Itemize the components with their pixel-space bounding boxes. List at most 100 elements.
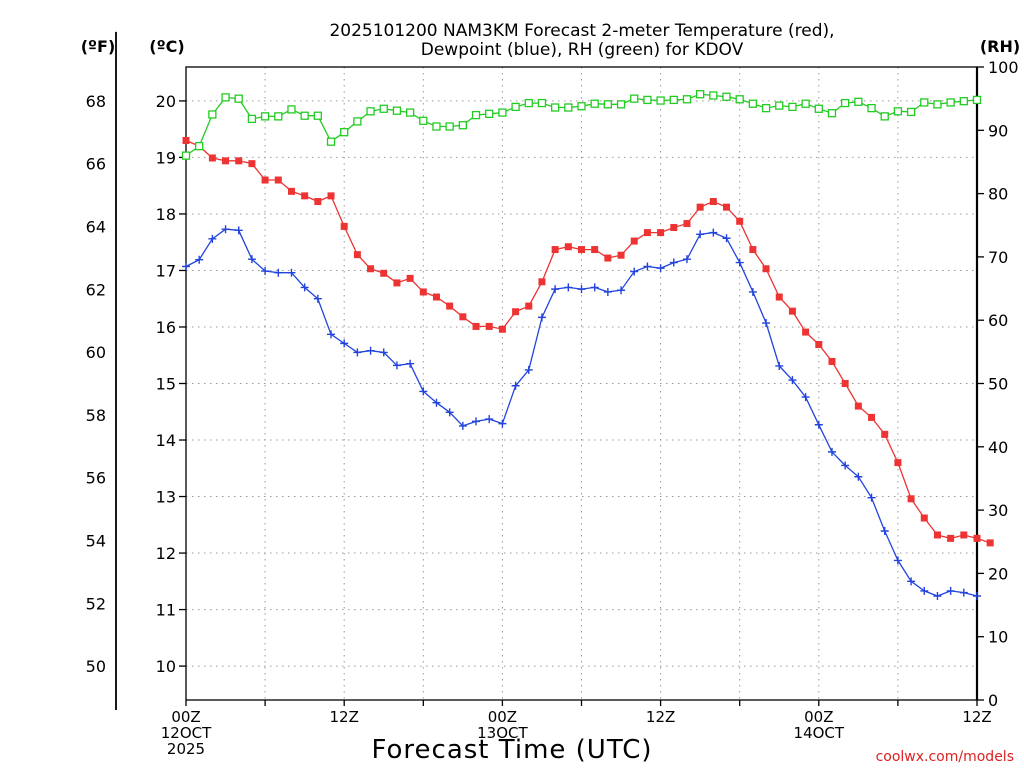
data-point <box>511 381 520 390</box>
data-point <box>920 98 929 107</box>
data-point <box>498 325 506 333</box>
data-point <box>827 109 837 118</box>
data-point <box>261 267 270 276</box>
celsius-tick-label: 10 <box>156 657 176 676</box>
rh-tick-label: 70 <box>988 248 1008 267</box>
data-point <box>353 251 361 259</box>
data-point <box>617 251 625 259</box>
celsius-tick-label: 17 <box>156 261 176 280</box>
data-point <box>814 104 823 113</box>
series-rh <box>181 90 982 160</box>
data-point <box>432 293 440 301</box>
data-point <box>709 198 717 206</box>
rh-tick-label: 50 <box>988 375 1008 394</box>
rh-tick-label: 40 <box>988 438 1008 457</box>
data-point <box>181 151 191 160</box>
data-point <box>274 268 283 277</box>
fahrenheit-tick-label: 50 <box>86 657 106 676</box>
data-point <box>577 285 586 294</box>
data-point <box>657 229 665 237</box>
data-point <box>300 111 309 120</box>
data-point <box>551 285 560 294</box>
axes: 10 11 12 13 14 15 16 17 18 19 20 50 52 54 56 58 60 62 64 66… <box>86 31 1019 711</box>
data-point <box>815 341 823 349</box>
data-point <box>920 514 928 522</box>
data-point <box>907 577 916 586</box>
data-point <box>524 365 533 374</box>
x-tick-label: 12OCT <box>161 724 212 742</box>
data-point <box>709 91 718 100</box>
data-point <box>959 97 968 106</box>
data-point <box>485 109 494 118</box>
chart-title-line2: Dewpoint (blue), RH (green) for KDOV <box>421 40 744 60</box>
data-point <box>208 234 217 243</box>
data-point <box>762 265 770 273</box>
data-point <box>485 415 494 424</box>
x-axis-label: Forecast Time (UTC) <box>371 735 652 765</box>
data-point <box>749 246 757 254</box>
data-point <box>524 98 533 108</box>
data-point <box>247 255 256 264</box>
series-dewpoint <box>182 225 981 601</box>
data-point <box>854 472 863 481</box>
data-point <box>511 102 520 112</box>
data-point <box>893 556 902 565</box>
data-point <box>920 586 929 595</box>
data-point <box>564 103 573 112</box>
x-tick-label: 12Z <box>330 708 359 726</box>
data-point <box>221 93 230 102</box>
data-point <box>762 319 771 328</box>
series-line <box>185 139 991 544</box>
data-point <box>366 346 375 355</box>
data-point <box>406 274 414 282</box>
data-point <box>326 137 336 146</box>
data-point <box>512 308 520 316</box>
rh-tick-label: 0 <box>988 691 998 710</box>
data-point <box>643 95 652 105</box>
data-point <box>854 97 863 106</box>
data-point <box>696 230 705 239</box>
data-point <box>393 279 401 287</box>
data-point <box>748 99 758 108</box>
data-point <box>419 288 427 296</box>
data-point <box>788 376 797 385</box>
celsius-tick-label: 14 <box>156 431 176 450</box>
data-point <box>314 198 322 206</box>
data-point <box>419 116 428 125</box>
data-point <box>419 387 428 396</box>
data-point <box>472 417 481 426</box>
data-point <box>445 408 454 417</box>
data-point <box>537 313 546 322</box>
data-point <box>670 224 678 232</box>
fahrenheit-tick-label: 62 <box>86 280 106 299</box>
data-point <box>986 539 994 547</box>
data-point <box>274 176 282 184</box>
data-point <box>578 246 585 254</box>
data-point <box>564 243 572 251</box>
data-point <box>340 222 348 230</box>
data-point <box>353 117 362 126</box>
fahrenheit-axis-unit: (ºF) <box>81 37 116 56</box>
data-point <box>802 328 810 336</box>
data-point <box>933 592 942 601</box>
data-point <box>406 359 415 368</box>
data-point <box>353 348 362 357</box>
data-point <box>828 357 836 365</box>
data-point <box>788 102 797 112</box>
data-point <box>736 217 744 225</box>
data-point <box>960 531 968 539</box>
data-point <box>392 361 401 370</box>
data-point <box>327 192 335 200</box>
data-point <box>458 421 467 430</box>
data-point <box>195 255 204 264</box>
data-point <box>260 112 270 121</box>
data-point <box>867 103 876 113</box>
data-point <box>380 269 388 277</box>
x-tick-label: 2025 <box>167 740 205 758</box>
data-point <box>959 588 968 597</box>
data-point <box>590 99 599 108</box>
data-point <box>274 112 283 121</box>
data-point <box>907 495 915 503</box>
